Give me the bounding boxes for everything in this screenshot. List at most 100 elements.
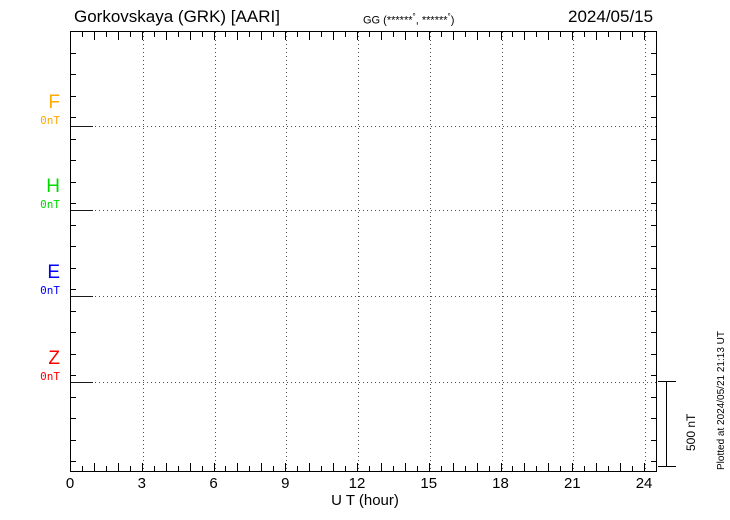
x-tick-major (596, 32, 597, 40)
magnetogram-plot-area (70, 31, 657, 472)
x-tick-minor (584, 466, 585, 471)
plotted-at-timestamp: Plotted at 2024/05/21 21:13 UT (716, 331, 727, 470)
x-tick-minor (154, 466, 155, 471)
x-tick-major (142, 463, 143, 471)
y-tick-minor (71, 397, 76, 398)
observation-date: 2024/05/15 (568, 7, 654, 26)
component-label-z: Z 0nT (14, 349, 60, 383)
x-tick-minor (465, 466, 466, 471)
trace-h (71, 210, 93, 211)
component-label-f: F 0nT (14, 93, 60, 127)
y-tick-minor (71, 289, 76, 290)
x-tick-minor (536, 466, 537, 471)
x-tick-major (477, 463, 478, 471)
component-symbol: Z (48, 348, 60, 369)
x-tick-label: 24 (635, 475, 653, 492)
y-tick-minor (651, 440, 656, 441)
y-tick-minor (71, 418, 76, 419)
x-tick-major (94, 32, 95, 40)
y-tick-minor (651, 375, 656, 376)
x-tick-major (261, 32, 262, 40)
x-tick-major (214, 463, 215, 471)
x-tick-major (285, 463, 286, 471)
x-tick-major (142, 32, 143, 40)
y-tick-minor (71, 354, 76, 355)
x-tick-minor (130, 466, 131, 471)
x-tick-minor (584, 32, 585, 37)
gridline-vertical (502, 32, 503, 471)
component-baseline-value: 0nT (40, 114, 60, 127)
x-tick-major (94, 463, 95, 471)
x-tick-major (620, 463, 621, 471)
x-tick-major (309, 32, 310, 40)
x-tick-minor (321, 32, 322, 37)
x-tick-major (70, 32, 71, 40)
x-tick-minor (489, 466, 490, 471)
gridline-vertical (430, 32, 431, 471)
y-tick-minor (651, 117, 656, 118)
component-label-h: H 0nT (14, 177, 60, 211)
x-tick-major (572, 32, 573, 40)
component-baseline-value: 0nT (40, 284, 60, 297)
y-tick-minor (651, 397, 656, 398)
scale-bar-bottom-cap (658, 466, 676, 467)
x-tick-major (166, 32, 167, 40)
y-tick-minor (651, 96, 656, 97)
x-tick-minor (249, 466, 250, 471)
x-tick-major (429, 463, 430, 471)
x-tick-minor (441, 466, 442, 471)
component-label-e: E 0nT (14, 263, 60, 297)
x-tick-minor (560, 32, 561, 37)
x-tick-minor (82, 466, 83, 471)
y-tick-minor (71, 268, 76, 269)
x-tick-minor (297, 466, 298, 471)
station-title: Gorkovskaya (GRK) [AARI] (74, 7, 280, 26)
y-tick-minor (651, 139, 656, 140)
x-tick-major (548, 463, 549, 471)
gridline-vertical (573, 32, 574, 471)
y-tick-minor (71, 31, 76, 32)
x-tick-major (190, 32, 191, 40)
gridline-vertical (143, 32, 144, 471)
x-tick-label: 9 (281, 475, 290, 492)
y-tick-minor (71, 461, 76, 462)
x-tick-label: 3 (137, 475, 146, 492)
x-tick-major (381, 32, 382, 40)
trace-f (71, 126, 93, 127)
y-tick-minor (651, 74, 656, 75)
y-tick-minor (651, 246, 656, 247)
x-tick-label: 12 (348, 475, 366, 492)
y-tick-minor (651, 461, 656, 462)
x-tick-minor (369, 466, 370, 471)
degree-icon: ° (447, 12, 451, 21)
x-tick-major (501, 463, 502, 471)
scale-bar (658, 381, 676, 467)
y-tick-minor (651, 311, 656, 312)
geographic-coordinates: GG (******°, ******°) (363, 12, 455, 27)
x-tick-major (285, 32, 286, 40)
x-tick-minor (417, 466, 418, 471)
x-tick-major (620, 32, 621, 40)
x-tick-minor (178, 32, 179, 37)
x-tick-minor (632, 32, 633, 37)
x-tick-major (166, 463, 167, 471)
gridline-baseline-h (71, 210, 656, 211)
y-tick-minor (71, 117, 76, 118)
x-tick-minor (656, 466, 657, 471)
x-tick-minor (154, 32, 155, 37)
x-tick-minor (82, 32, 83, 37)
x-tick-minor (656, 32, 657, 37)
y-tick-minor (71, 375, 76, 376)
x-tick-major (309, 463, 310, 471)
y-tick-minor (71, 203, 76, 204)
x-tick-minor (202, 466, 203, 471)
x-tick-minor (393, 466, 394, 471)
x-tick-minor (225, 32, 226, 37)
x-tick-minor (560, 466, 561, 471)
y-tick-minor (651, 203, 656, 204)
x-tick-major (596, 463, 597, 471)
y-tick-minor (71, 182, 76, 183)
y-tick-minor (71, 74, 76, 75)
x-tick-major (118, 463, 119, 471)
x-tick-minor (465, 32, 466, 37)
